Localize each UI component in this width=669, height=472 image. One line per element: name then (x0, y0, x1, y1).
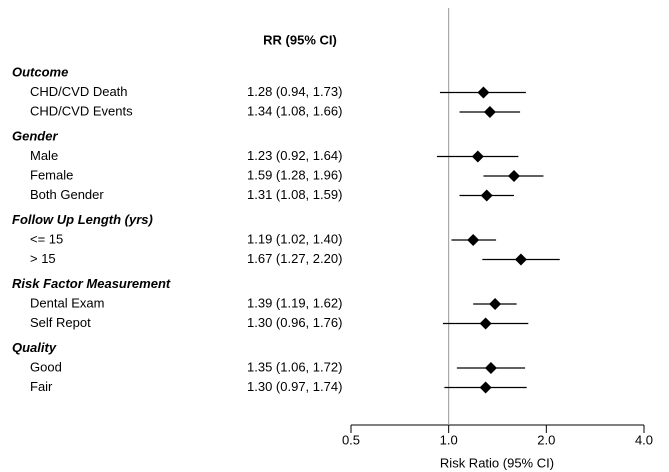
column-header: RR (95% CI) (263, 32, 337, 47)
row-label: Male (30, 148, 58, 163)
value-label: 1.28 (0.94, 1.73) (247, 84, 342, 99)
point-estimate (514, 253, 527, 266)
value-label: 1.67 (1.27, 2.20) (247, 251, 342, 266)
row-label: Dental Exam (30, 295, 104, 310)
value-label: 1.39 (1.19, 1.62) (247, 295, 342, 310)
point-estimate (479, 317, 492, 330)
x-tick-label: 4.0 (635, 432, 653, 447)
point-estimate (480, 189, 493, 202)
value-label: 1.23 (0.92, 1.64) (247, 148, 342, 163)
value-label: 1.34 (1.08, 1.66) (247, 103, 342, 118)
x-tick-label: 2.0 (537, 432, 555, 447)
value-label: 1.30 (0.96, 1.76) (247, 315, 342, 330)
group-label: Risk Factor Measurement (12, 276, 171, 291)
point-estimate (467, 234, 480, 246)
row-label: CHD/CVD Death (30, 84, 128, 99)
row-label: > 15 (30, 251, 56, 266)
row-label: <= 15 (30, 231, 63, 246)
value-label: 1.35 (1.06, 1.72) (247, 359, 342, 374)
value-label: 1.30 (0.97, 1.74) (247, 379, 342, 394)
point-estimate (483, 106, 496, 118)
row-label: Both Gender (30, 187, 104, 202)
row-label: Fair (30, 379, 53, 394)
group-label: Quality (12, 340, 57, 355)
point-estimate (477, 86, 490, 99)
row-label: CHD/CVD Events (30, 103, 133, 118)
group-label: Outcome (12, 64, 68, 79)
value-label: 1.31 (1.08, 1.59) (247, 187, 342, 202)
point-estimate (508, 170, 521, 182)
group-label: Gender (12, 128, 58, 143)
x-tick-label: 1.0 (440, 432, 458, 447)
point-estimate (479, 381, 492, 394)
value-label: 1.19 (1.02, 1.40) (247, 231, 342, 246)
row-label: Female (30, 167, 73, 182)
x-tick-label: 0.5 (342, 432, 360, 447)
value-label: 1.59 (1.28, 1.96) (247, 167, 342, 182)
point-estimate (489, 298, 502, 310)
point-estimate (484, 362, 497, 374)
row-label: Self Repot (30, 315, 91, 330)
row-label: Good (30, 359, 62, 374)
point-estimate (471, 150, 484, 163)
x-axis-label: Risk Ratio (95% CI) (440, 455, 554, 470)
group-label: Follow Up Length (yrs) (12, 212, 153, 227)
